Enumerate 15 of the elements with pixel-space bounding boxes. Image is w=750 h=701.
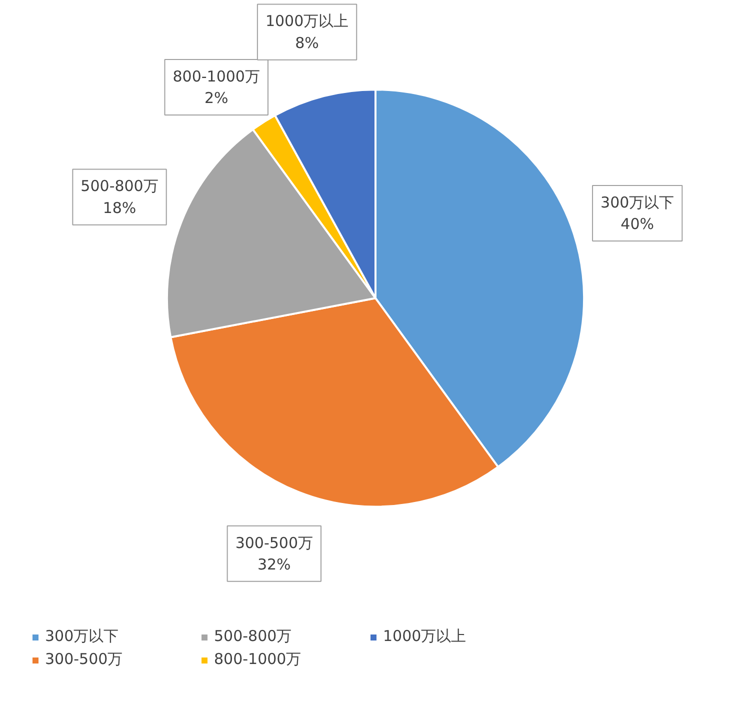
slice-label: 500-800万 (80, 177, 158, 196)
slice-label: 300-500万 (235, 534, 313, 552)
data-label: 32% (257, 555, 291, 574)
slice-label: 300万以下 (600, 193, 674, 212)
legend-label: 300万以下 (45, 627, 120, 646)
data-label: 40% (620, 215, 654, 234)
data-label: 8% (295, 34, 319, 52)
data-label: 18% (102, 198, 136, 217)
legend-label: 300-500万 (45, 650, 124, 669)
slice-label: 1000万以上 (265, 12, 349, 30)
legend-label: 800-1000万 (214, 650, 302, 669)
data-label: 2% (204, 89, 228, 108)
legend-label: 500-800万 (214, 627, 293, 646)
slice-label: 800-1000万 (172, 67, 260, 86)
legend-label: 1000万以上 (383, 627, 468, 646)
